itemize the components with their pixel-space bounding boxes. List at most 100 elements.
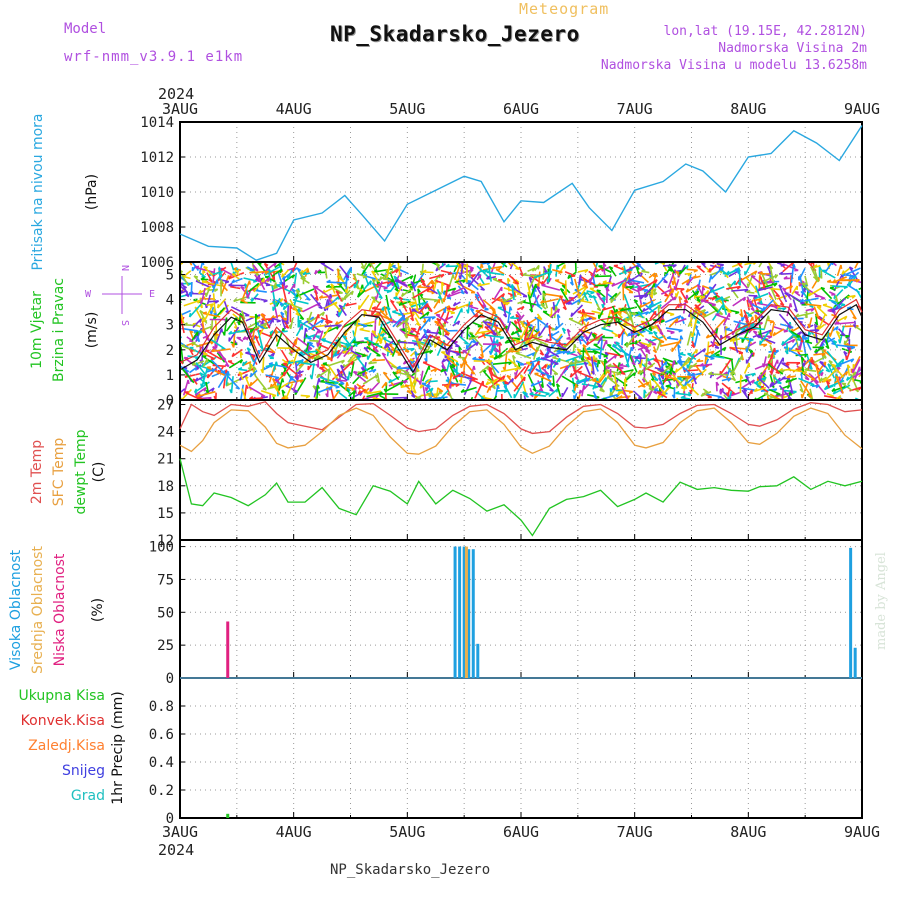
wind-arrow bbox=[763, 356, 767, 368]
wind-arrow bbox=[570, 298, 582, 306]
wind-arrow bbox=[189, 303, 202, 318]
wind-arrow bbox=[822, 304, 833, 309]
wind-arrow-head bbox=[655, 272, 658, 278]
wind-arrow bbox=[582, 344, 592, 360]
wind-arrow-head bbox=[855, 279, 860, 283]
wind-arrow-head bbox=[531, 352, 536, 357]
wind-arrow bbox=[852, 358, 861, 374]
wind-arrow bbox=[195, 362, 208, 377]
wind-arrow bbox=[621, 386, 629, 400]
wind-arrow-head bbox=[450, 289, 455, 295]
wind-arrow bbox=[596, 292, 606, 306]
wind-arrow-head bbox=[537, 265, 540, 270]
wind-arrow bbox=[281, 269, 290, 278]
wind-vectors bbox=[163, 262, 862, 403]
wind-arrow bbox=[423, 328, 432, 348]
wind-arrow-head bbox=[594, 273, 599, 278]
wind-arrow-head bbox=[275, 361, 279, 366]
wind-arrow-head bbox=[778, 284, 783, 288]
wind-arrow bbox=[202, 281, 223, 287]
wind-arrow bbox=[482, 320, 497, 336]
wind-arrow bbox=[507, 262, 512, 267]
wind-arrow-head bbox=[486, 365, 490, 370]
wind-arrow-head bbox=[858, 386, 862, 391]
wind-arrow-head bbox=[624, 341, 629, 346]
wind-arrow-head bbox=[489, 354, 494, 358]
wind-arrow-head bbox=[322, 362, 328, 365]
wind-arrow bbox=[500, 367, 519, 373]
wind-arrow-head bbox=[516, 292, 522, 296]
wind-arrow-head bbox=[316, 373, 320, 379]
wind-arrow-head bbox=[404, 350, 410, 353]
wind-arrow-head bbox=[202, 262, 205, 266]
wind-arrow bbox=[435, 314, 449, 324]
wind-arrow-head bbox=[586, 346, 591, 351]
wind-arrow-head bbox=[163, 388, 167, 389]
wind-arrow-head bbox=[291, 288, 296, 292]
wind-arrow-head bbox=[471, 274, 476, 278]
wind-arrow-head bbox=[315, 401, 318, 403]
wind-arrow bbox=[410, 327, 421, 335]
wind-arrow bbox=[476, 291, 487, 308]
wind-arrow-head bbox=[270, 314, 275, 320]
wind-arrow-head bbox=[679, 351, 684, 355]
wind-arrow-head bbox=[307, 268, 310, 273]
wind-arrow-head bbox=[434, 368, 438, 373]
wind-arrow-head bbox=[604, 370, 607, 375]
wind-arrow-head bbox=[754, 270, 758, 275]
wind-arrow bbox=[786, 342, 789, 355]
wind-arrow bbox=[795, 311, 814, 318]
wind-arrow-head bbox=[838, 339, 841, 344]
cloud-bar bbox=[849, 547, 853, 678]
wind-arrow-head bbox=[754, 314, 759, 319]
wind-arrow-head bbox=[840, 333, 846, 337]
wind-arrow-head bbox=[329, 293, 333, 299]
wind-arrow bbox=[286, 305, 289, 325]
wind-arrow bbox=[726, 285, 741, 290]
wind-arrow bbox=[324, 382, 340, 388]
wind-arrow-head bbox=[528, 276, 533, 281]
wind-arrow-head bbox=[455, 383, 460, 388]
wind-arrow-head bbox=[674, 269, 677, 274]
wind-arrow bbox=[768, 388, 781, 396]
wind-arrow-head bbox=[715, 313, 720, 316]
wind-arrow-head bbox=[459, 263, 462, 269]
wind-arrow-head bbox=[792, 263, 796, 269]
wind-arrow-head bbox=[660, 369, 665, 373]
wind-arrow bbox=[548, 388, 559, 398]
wind-arrow bbox=[547, 263, 552, 283]
wind-arrow bbox=[847, 327, 852, 342]
wind-arrow bbox=[832, 285, 848, 288]
wind-arrow-head bbox=[606, 287, 610, 292]
wind-arrow bbox=[250, 354, 258, 365]
wind-arrow bbox=[769, 377, 785, 388]
wind-arrow-head bbox=[800, 393, 803, 399]
wind-arrow-head bbox=[825, 345, 830, 350]
wind-arrow-head bbox=[464, 342, 469, 345]
wind-arrow bbox=[216, 352, 226, 363]
wind-arrow-head bbox=[670, 313, 675, 317]
wind-arrow-head bbox=[384, 382, 388, 387]
cloud-bar bbox=[476, 643, 480, 678]
wind-arrow bbox=[231, 277, 243, 284]
cloud-low-label: Niska Oblacnost bbox=[52, 553, 68, 666]
wind-arrow bbox=[526, 325, 536, 344]
wind-arrow bbox=[220, 275, 230, 295]
wind-arrow bbox=[243, 277, 258, 282]
wind-arrow bbox=[555, 365, 568, 384]
wind-arrow bbox=[598, 309, 605, 320]
wind-arrow bbox=[371, 301, 382, 317]
wind-arrow-head bbox=[281, 389, 286, 394]
wind-arrow bbox=[631, 326, 645, 338]
wind-arrow bbox=[350, 349, 362, 358]
wind-arrow-head bbox=[620, 372, 626, 375]
wind-arrow bbox=[181, 283, 190, 297]
wind-arrow bbox=[343, 345, 354, 358]
wind-arrow-head bbox=[405, 317, 410, 323]
wind-arrow-head bbox=[297, 369, 302, 375]
wind-arrow bbox=[729, 391, 741, 398]
wind-arrow bbox=[810, 266, 818, 280]
wind-arrow bbox=[339, 265, 350, 279]
wind-arrow bbox=[298, 361, 316, 366]
wind-arrow-head bbox=[279, 298, 284, 303]
